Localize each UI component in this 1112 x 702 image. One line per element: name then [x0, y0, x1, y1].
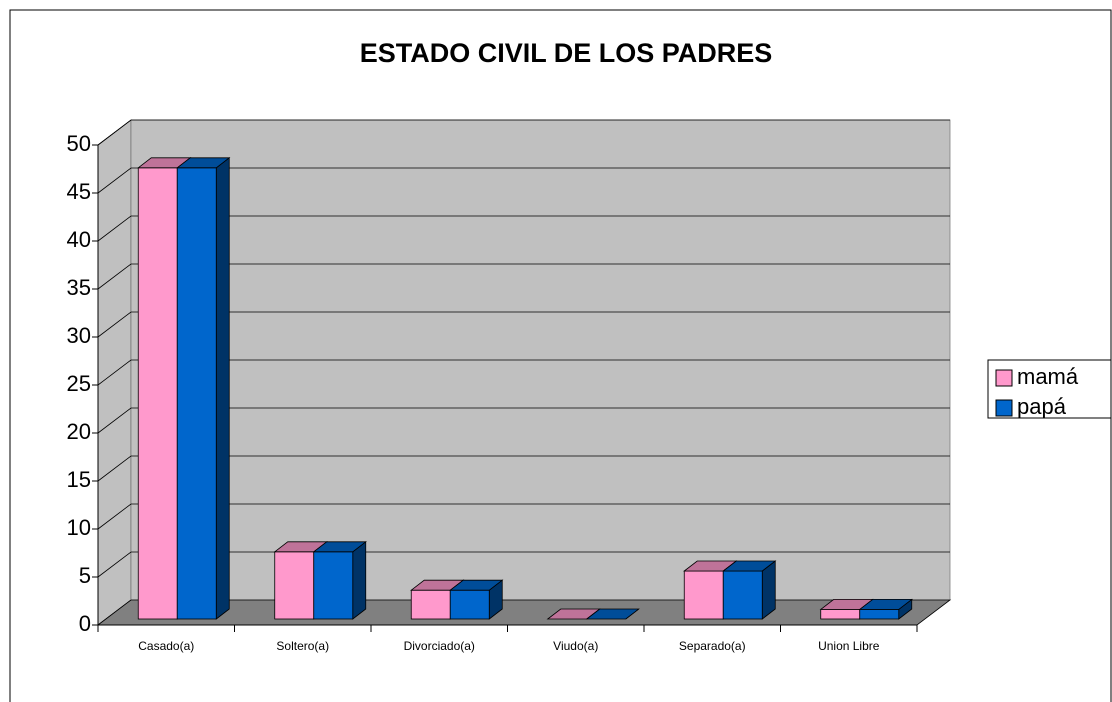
bar-top — [312, 541, 367, 553]
bar-top — [722, 560, 777, 572]
chart-title: ESTADO CIVIL DE LOS PADRES — [360, 38, 773, 68]
grid-line — [97, 215, 950, 242]
y-tick-label: 0 — [79, 611, 91, 636]
legend-label: mamá — [1017, 364, 1079, 389]
y-tick-label: 40 — [67, 227, 91, 252]
bar — [859, 609, 900, 620]
bar-side — [215, 156, 230, 620]
y-tick-label: 5 — [79, 563, 91, 588]
bar — [449, 589, 490, 620]
grid-line — [97, 119, 950, 146]
x-tick-label: Union Libre — [818, 639, 880, 653]
grid-line — [97, 455, 950, 482]
grid-line — [97, 503, 950, 530]
grid-line — [97, 407, 950, 434]
y-tick-label: 15 — [67, 467, 91, 492]
y-tick-label: 50 — [67, 131, 91, 156]
bar — [722, 570, 763, 620]
bar-top — [176, 157, 231, 169]
y-tick-label: 35 — [67, 275, 91, 300]
y-tick-label: 10 — [67, 515, 91, 540]
x-tick-label: Soltero(a) — [276, 639, 329, 653]
bar — [313, 551, 354, 620]
bar-side — [352, 540, 367, 620]
grid-line — [97, 551, 950, 578]
legend-swatch — [995, 399, 1013, 417]
grid-line — [97, 167, 950, 194]
bar — [176, 167, 217, 620]
grid-line — [97, 263, 950, 290]
legend-label: papá — [1017, 394, 1067, 419]
x-tick-label: Casado(a) — [138, 639, 194, 653]
bar-top — [858, 599, 913, 610]
y-tick-label: 30 — [67, 323, 91, 348]
bar — [410, 589, 451, 620]
bar-top — [585, 608, 640, 620]
bar-top — [449, 579, 504, 591]
bar — [683, 570, 724, 620]
legend-swatch — [995, 369, 1013, 387]
y-tick-label: 45 — [67, 179, 91, 204]
y-tick-label: 25 — [67, 371, 91, 396]
grid-line — [97, 359, 950, 386]
y-tick-label: 20 — [67, 419, 91, 444]
bar — [274, 551, 315, 620]
grid-line — [97, 311, 950, 338]
chart-border — [9, 9, 1112, 702]
x-tick-label: Viudo(a) — [553, 639, 598, 653]
x-tick-label: Separado(a) — [679, 639, 746, 653]
bar — [820, 609, 861, 620]
x-tick-label: Divorciado(a) — [404, 639, 475, 653]
bar — [137, 167, 178, 620]
